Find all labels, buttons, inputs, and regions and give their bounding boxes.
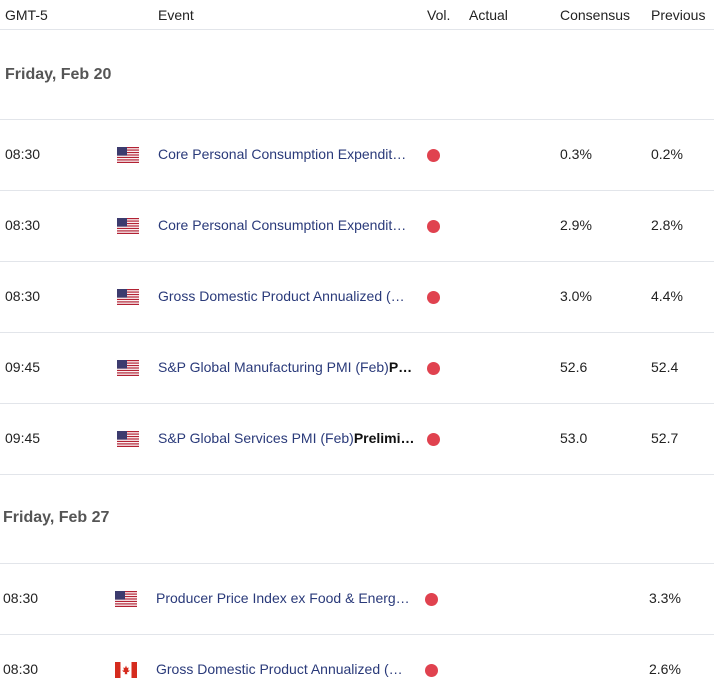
actual-column-header: Actual <box>469 7 508 23</box>
previous-value: 3.3% <box>649 590 681 606</box>
high-volatility-dot-icon <box>427 149 440 162</box>
timezone-header[interactable]: GMT-5 <box>5 7 48 23</box>
us-flag-icon <box>117 360 139 376</box>
us-flag-icon <box>117 218 139 234</box>
us-flag-icon <box>117 147 139 163</box>
event-time: 09:45 <box>5 430 41 446</box>
high-volatility-dot-icon <box>425 664 438 677</box>
table-row[interactable]: 08:30 Gross Domestic Product Annualized … <box>0 262 714 333</box>
event-time: 08:30 <box>5 146 41 162</box>
table-row[interactable]: 08:30 Core Personal Consumption Expendit… <box>0 120 714 191</box>
high-volatility-dot-icon <box>427 433 440 446</box>
us-flag-icon <box>117 289 139 305</box>
table-row[interactable]: 08:30 Gross Domestic Product Annualized … <box>0 635 714 687</box>
event-time: 09:45 <box>5 359 41 375</box>
date-label: Friday, Feb 20 <box>5 66 112 83</box>
event-time: 08:30 <box>3 661 39 677</box>
date-group-header: Friday, Feb 20 <box>0 30 714 120</box>
event-name[interactable]: S&P Global Services PMI (Feb)Prelimi… <box>158 430 415 446</box>
previous-value: 2.6% <box>649 661 681 677</box>
event-column-header: Event <box>158 7 194 23</box>
vol-column-header: Vol. <box>427 7 451 23</box>
previous-value: 52.7 <box>651 430 679 446</box>
event-name[interactable]: Producer Price Index ex Food & Energ… <box>156 590 410 606</box>
consensus-value: 52.6 <box>560 359 588 375</box>
previous-value: 52.4 <box>651 359 679 375</box>
table-row[interactable]: 09:45 S&P Global Services PMI (Feb)Preli… <box>0 404 714 475</box>
previous-value: 0.2% <box>651 146 683 162</box>
us-flag-icon <box>115 591 137 607</box>
event-name[interactable]: Gross Domestic Product Annualized (… <box>158 288 405 304</box>
high-volatility-dot-icon <box>425 593 438 606</box>
high-volatility-dot-icon <box>427 291 440 304</box>
table-row[interactable]: 09:45 S&P Global Manufacturing PMI (Feb)… <box>0 333 714 404</box>
event-name[interactable]: Gross Domestic Product Annualized (… <box>156 661 403 677</box>
consensus-value: 2.9% <box>560 217 592 233</box>
previous-value: 2.8% <box>651 217 683 233</box>
event-name[interactable]: Core Personal Consumption Expendit… <box>158 217 407 233</box>
previous-value: 4.4% <box>651 288 683 304</box>
high-volatility-dot-icon <box>427 220 440 233</box>
high-volatility-dot-icon <box>427 362 440 375</box>
table-row[interactable]: 08:30 Producer Price Index ex Food & Ene… <box>0 564 714 635</box>
consensus-value: 3.0% <box>560 288 592 304</box>
date-label: Friday, Feb 27 <box>3 509 110 526</box>
table-row[interactable]: 08:30 Core Personal Consumption Expendit… <box>0 191 714 262</box>
event-time: 08:30 <box>5 288 41 304</box>
event-time: 08:30 <box>3 590 39 606</box>
calendar-header: GMT-5 Event Vol. Actual Consensus Previo… <box>0 0 714 30</box>
previous-column-header: Previous <box>651 7 706 23</box>
consensus-column-header: Consensus <box>560 7 631 23</box>
event-name[interactable]: S&P Global Manufacturing PMI (Feb)P… <box>158 359 413 375</box>
event-name[interactable]: Core Personal Consumption Expendit… <box>158 146 407 162</box>
date-group-header: Friday, Feb 27 <box>0 475 714 564</box>
event-time: 08:30 <box>5 217 41 233</box>
canada-flag-icon <box>115 662 137 678</box>
consensus-value: 53.0 <box>560 430 588 446</box>
consensus-value: 0.3% <box>560 146 592 162</box>
us-flag-icon <box>117 431 139 447</box>
